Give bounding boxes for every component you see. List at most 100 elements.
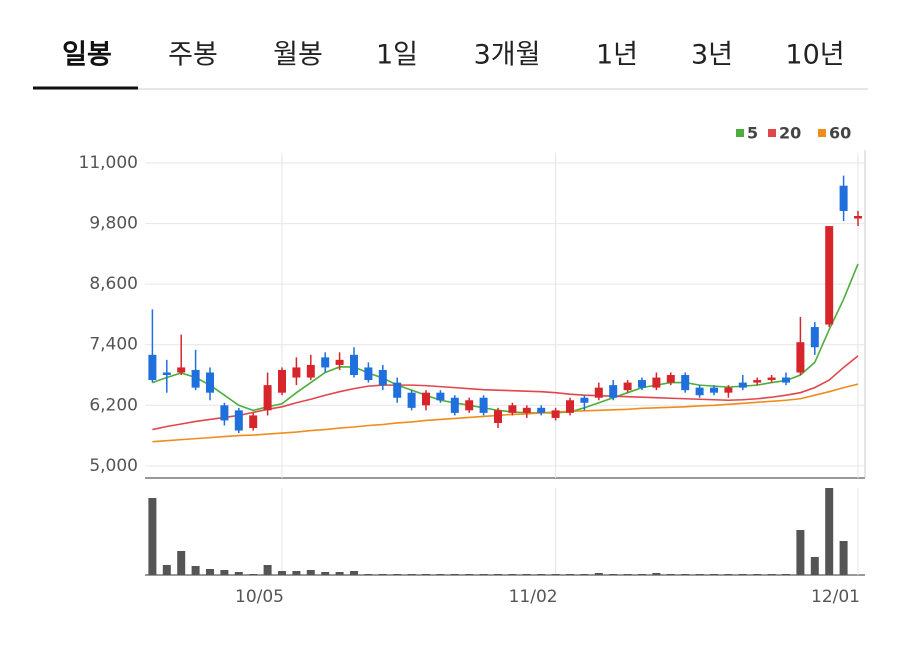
candle-body <box>292 367 301 378</box>
volume-bar <box>551 574 560 575</box>
moving-average-line <box>152 355 859 431</box>
period-tab[interactable]: 1년 <box>596 40 638 71</box>
candle-body <box>494 410 502 423</box>
volume-bar <box>191 566 200 575</box>
volume-bar <box>422 574 430 575</box>
candle-body <box>810 327 819 348</box>
candle-body <box>177 367 186 373</box>
candle-body <box>191 369 200 388</box>
volume-bar <box>710 574 718 575</box>
candle-body <box>638 380 646 388</box>
volume-bar <box>306 570 315 575</box>
volume-bar <box>407 574 416 575</box>
volume-bar <box>263 565 272 575</box>
candle-body <box>335 359 344 365</box>
volume-bar <box>494 574 502 575</box>
volume-bar <box>566 574 574 575</box>
volume-bar <box>753 574 762 575</box>
volume-bar <box>825 488 834 575</box>
period-tab[interactable]: 10년 <box>785 40 844 71</box>
candle-body <box>695 387 704 396</box>
period-tab[interactable]: 일봉 <box>62 40 112 71</box>
candle-body <box>249 415 258 429</box>
y-tick-label: 8,600 <box>89 274 138 294</box>
legend-label: 5 <box>747 124 758 143</box>
candle-body <box>206 372 214 393</box>
legend-swatch <box>818 129 826 137</box>
candle-body <box>321 357 330 368</box>
candle-body <box>220 405 229 421</box>
volume-bar <box>810 557 819 575</box>
candle-body <box>465 400 474 411</box>
candle-body <box>854 216 862 219</box>
period-tab[interactable]: 1일 <box>376 40 418 71</box>
candle-body <box>551 410 560 418</box>
period-tab[interactable]: 주봉 <box>168 40 218 71</box>
candle-body <box>450 397 459 413</box>
x-tick-label: 10/05 <box>235 587 284 607</box>
volume-bar <box>364 574 373 575</box>
volume-bar <box>580 574 589 575</box>
volume-bar <box>537 574 546 575</box>
candle-body <box>162 372 171 376</box>
y-tick-label: 5,000 <box>89 456 138 476</box>
candle-body <box>407 392 416 408</box>
candle-body <box>580 397 589 403</box>
candle-body <box>566 400 574 413</box>
candle-body <box>767 377 776 381</box>
volume-bar <box>508 574 517 575</box>
legend-swatch <box>736 129 744 137</box>
candle-body <box>234 410 243 431</box>
volume-bar <box>378 574 387 575</box>
volume-bar <box>638 574 646 575</box>
candle-body <box>796 342 805 373</box>
candle-body <box>364 367 373 381</box>
volume-bar <box>393 574 402 575</box>
candle-body <box>479 397 488 413</box>
candle-body <box>378 369 387 386</box>
volume-bar <box>335 572 344 575</box>
volume-bar <box>522 574 531 575</box>
candle-body <box>753 380 762 383</box>
volume-bar <box>738 574 747 575</box>
candle-body <box>537 407 546 413</box>
volume-bar <box>321 572 330 575</box>
candle-body <box>681 375 690 391</box>
volume-bar <box>594 573 603 575</box>
period-tab[interactable]: 3년 <box>691 40 733 71</box>
volume-bar <box>695 574 704 575</box>
candle-body <box>724 387 733 393</box>
candle-body <box>782 377 790 383</box>
volume-bar <box>436 574 445 575</box>
volume-bar <box>220 570 229 575</box>
y-tick-label: 9,800 <box>89 214 138 234</box>
candle-body <box>278 369 286 393</box>
volume-bar <box>177 551 186 575</box>
volume-bar <box>767 574 776 575</box>
candle-body <box>350 354 358 376</box>
y-tick-label: 11,000 <box>79 153 138 173</box>
legend-label: 60 <box>829 124 851 143</box>
volume-bar <box>796 530 805 575</box>
candle-body <box>393 382 402 398</box>
volume-bar <box>479 574 488 575</box>
candle-body <box>263 385 272 411</box>
candle-body <box>436 392 445 401</box>
candle-body <box>652 377 661 388</box>
legend-label: 20 <box>779 124 801 143</box>
volume-bar <box>249 574 258 575</box>
period-tab[interactable]: 월봉 <box>273 40 323 71</box>
y-tick-label: 7,400 <box>89 335 138 355</box>
volume-bar <box>609 574 618 575</box>
volume-bar <box>652 573 661 575</box>
candle-body <box>825 226 834 325</box>
volume-bar <box>666 574 675 575</box>
candle-body <box>666 375 675 383</box>
volume-bar <box>206 569 214 575</box>
period-tab[interactable]: 3개월 <box>474 40 541 71</box>
volume-bar <box>623 574 632 575</box>
candle-body <box>422 392 430 406</box>
moving-average-line <box>152 383 859 443</box>
y-tick-label: 6,200 <box>89 395 138 415</box>
candle-body <box>839 185 848 211</box>
